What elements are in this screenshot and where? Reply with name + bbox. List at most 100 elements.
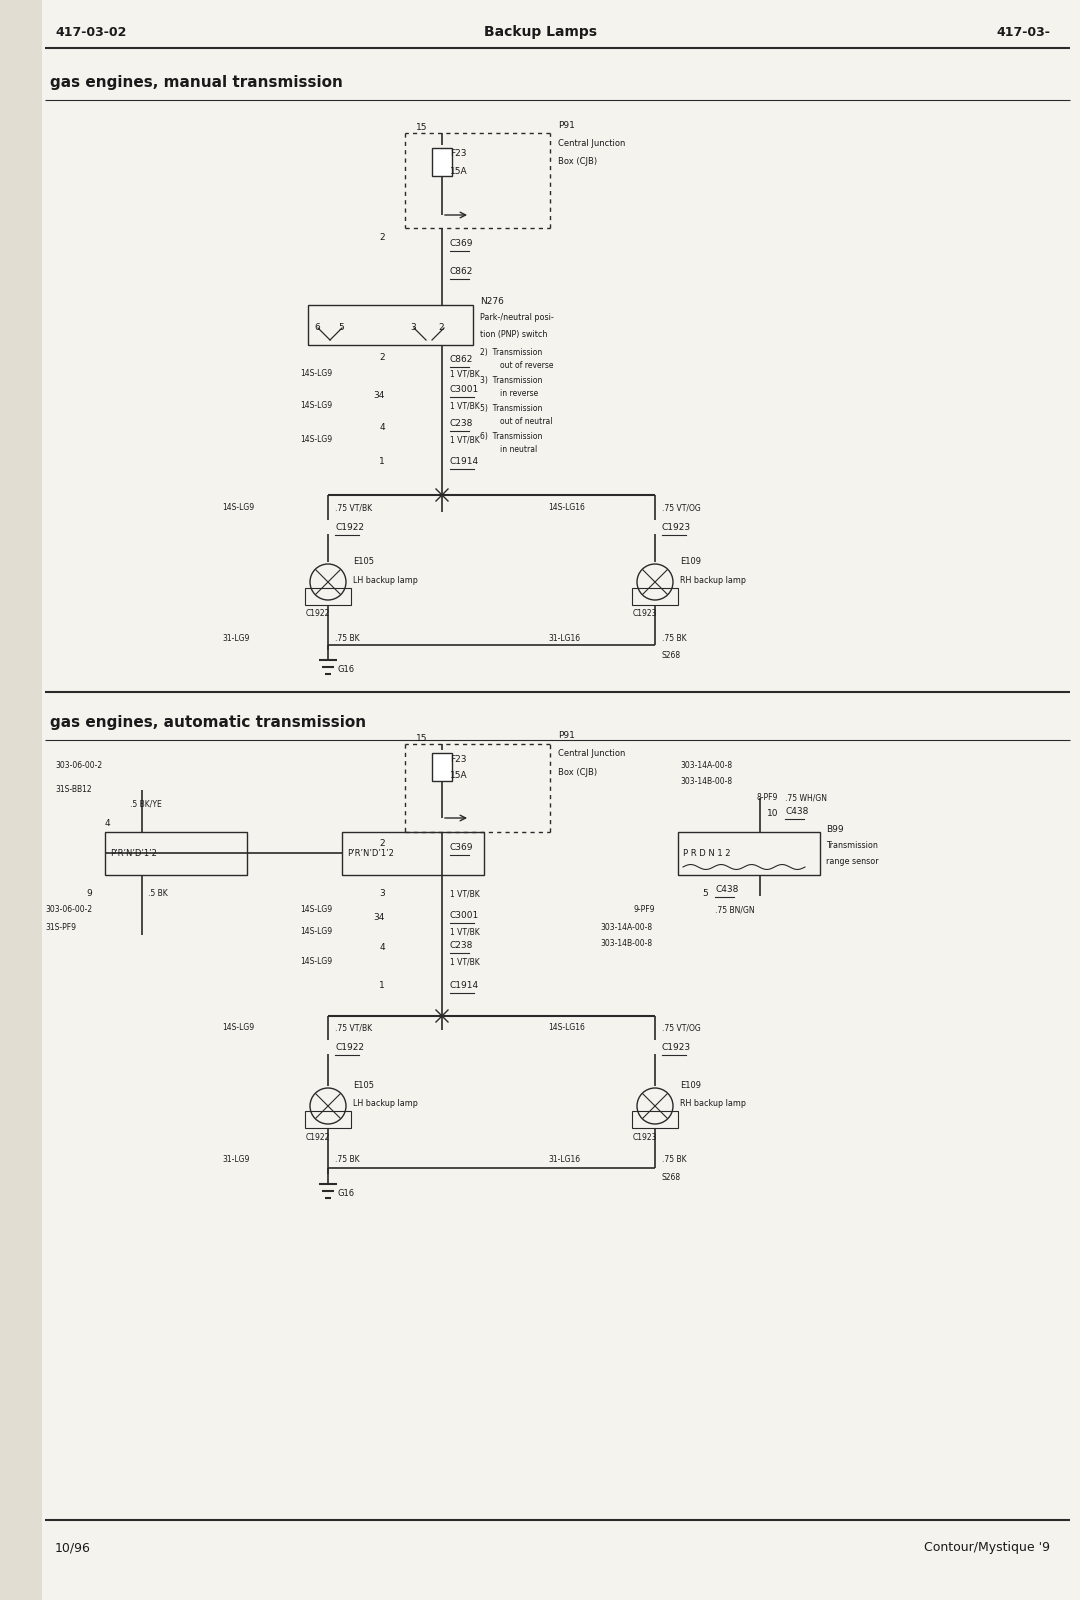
Text: 10/96: 10/96 (55, 1541, 91, 1555)
Text: Transmission: Transmission (826, 842, 878, 851)
Text: C1923: C1923 (633, 610, 658, 619)
Text: C238: C238 (450, 419, 473, 429)
Text: 4: 4 (105, 819, 110, 829)
Text: Box (CJB): Box (CJB) (558, 768, 597, 776)
Text: C369: C369 (450, 240, 473, 248)
Text: 15: 15 (416, 123, 428, 131)
Text: C1914: C1914 (450, 458, 480, 467)
Text: 303-14B-00-8: 303-14B-00-8 (680, 778, 732, 787)
Text: P91: P91 (558, 120, 575, 130)
Text: 34: 34 (374, 390, 384, 400)
Text: 417-03-: 417-03- (996, 26, 1050, 38)
Bar (678, 832, 820, 875)
Text: Contour/Mystique '9: Contour/Mystique '9 (924, 1541, 1050, 1555)
Text: G16: G16 (338, 1189, 355, 1198)
Text: 3)  Transmission: 3) Transmission (480, 376, 542, 384)
Text: gas engines, manual transmission: gas engines, manual transmission (50, 75, 342, 90)
Text: 31-LG9: 31-LG9 (222, 634, 249, 643)
Text: 9-PF9: 9-PF9 (634, 906, 654, 915)
Text: P91: P91 (558, 731, 575, 741)
Text: 2)  Transmission: 2) Transmission (480, 347, 542, 357)
Text: .75 VT/BK: .75 VT/BK (335, 1024, 373, 1032)
Text: S268: S268 (662, 651, 681, 661)
Text: tion (PNP) switch: tion (PNP) switch (480, 330, 548, 339)
Bar (632, 589, 678, 605)
Text: 14S-LG16: 14S-LG16 (548, 1024, 585, 1032)
Text: 1 VT/BK: 1 VT/BK (450, 928, 480, 936)
Text: 31S-PF9: 31S-PF9 (45, 923, 76, 933)
Bar (105, 832, 247, 875)
Text: E109: E109 (680, 1082, 701, 1091)
Text: 14S-LG9: 14S-LG9 (300, 435, 333, 445)
Text: 3: 3 (379, 890, 384, 899)
Bar (432, 149, 453, 176)
Text: E109: E109 (680, 557, 701, 566)
Text: Backup Lamps: Backup Lamps (484, 26, 596, 38)
Text: E105: E105 (353, 1082, 374, 1091)
Text: C1923: C1923 (662, 523, 691, 533)
Text: 14S-LG9: 14S-LG9 (300, 370, 333, 379)
Bar (305, 589, 351, 605)
Text: E105: E105 (353, 557, 374, 566)
Text: LH backup lamp: LH backup lamp (353, 1099, 418, 1109)
Text: 1 VT/BK: 1 VT/BK (450, 370, 480, 379)
Text: 4: 4 (379, 424, 384, 432)
Text: 1: 1 (379, 458, 384, 467)
Text: 303-14B-00-8: 303-14B-00-8 (600, 939, 652, 949)
Text: .75 VT/OG: .75 VT/OG (662, 504, 701, 512)
Text: C1922: C1922 (306, 1133, 330, 1141)
Text: F23: F23 (450, 755, 467, 763)
Text: 417-03-02: 417-03-02 (55, 26, 126, 38)
Text: C3001: C3001 (450, 912, 480, 920)
Text: C1914: C1914 (450, 981, 480, 990)
Text: in reverse: in reverse (500, 389, 538, 398)
Bar (632, 1110, 678, 1128)
Text: gas engines, automatic transmission: gas engines, automatic transmission (50, 715, 366, 730)
Bar (0, 0, 42, 1600)
Text: C1922: C1922 (335, 1043, 364, 1053)
Text: 6)  Transmission: 6) Transmission (480, 432, 542, 440)
Text: 1 VT/BK: 1 VT/BK (450, 890, 480, 899)
Text: 14S-LG9: 14S-LG9 (300, 402, 333, 411)
Text: out of reverse: out of reverse (500, 362, 554, 371)
Text: 1 VT/BK: 1 VT/BK (450, 402, 480, 411)
Text: Box (CJB): Box (CJB) (558, 157, 597, 166)
Text: 2: 2 (379, 838, 384, 848)
Text: 3: 3 (410, 323, 416, 331)
Text: C438: C438 (715, 885, 739, 894)
Text: 31-LG16: 31-LG16 (548, 634, 580, 643)
Text: 10: 10 (767, 810, 778, 819)
Text: C369: C369 (450, 843, 473, 853)
Text: 15A: 15A (450, 168, 468, 176)
Text: 34: 34 (374, 914, 384, 923)
Text: 15: 15 (416, 733, 428, 742)
Text: C438: C438 (785, 808, 808, 816)
Text: RH backup lamp: RH backup lamp (680, 1099, 746, 1109)
Text: 1 VT/BK: 1 VT/BK (450, 957, 480, 966)
Text: 6: 6 (314, 323, 320, 331)
Text: C862: C862 (450, 355, 473, 365)
Text: B99: B99 (826, 826, 843, 835)
Bar (342, 832, 484, 875)
Text: .75 BK: .75 BK (662, 1155, 687, 1165)
Text: .5 BK/YE: .5 BK/YE (130, 800, 162, 808)
Text: C1923: C1923 (633, 1133, 658, 1141)
Text: C3001: C3001 (450, 386, 480, 395)
Text: C1922: C1922 (335, 523, 364, 533)
Text: 5: 5 (338, 323, 343, 331)
Text: S268: S268 (662, 1173, 681, 1182)
Text: G16: G16 (338, 666, 355, 675)
Text: 303-06-00-2: 303-06-00-2 (55, 760, 103, 770)
Bar (432, 754, 453, 781)
Text: P’R’N’D’1’2: P’R’N’D’1’2 (110, 848, 157, 858)
Text: 14S-LG16: 14S-LG16 (548, 504, 585, 512)
Text: 9: 9 (86, 890, 92, 899)
Text: 303-14A-00-8: 303-14A-00-8 (680, 760, 732, 770)
Text: 14S-LG9: 14S-LG9 (222, 504, 254, 512)
Text: in neutral: in neutral (500, 445, 537, 454)
Text: 303-14A-00-8: 303-14A-00-8 (600, 923, 652, 933)
Text: 4: 4 (379, 944, 384, 952)
Text: P R D N 1 2: P R D N 1 2 (683, 848, 730, 858)
Text: 14S-LG9: 14S-LG9 (222, 1024, 254, 1032)
Text: C1923: C1923 (662, 1043, 691, 1053)
